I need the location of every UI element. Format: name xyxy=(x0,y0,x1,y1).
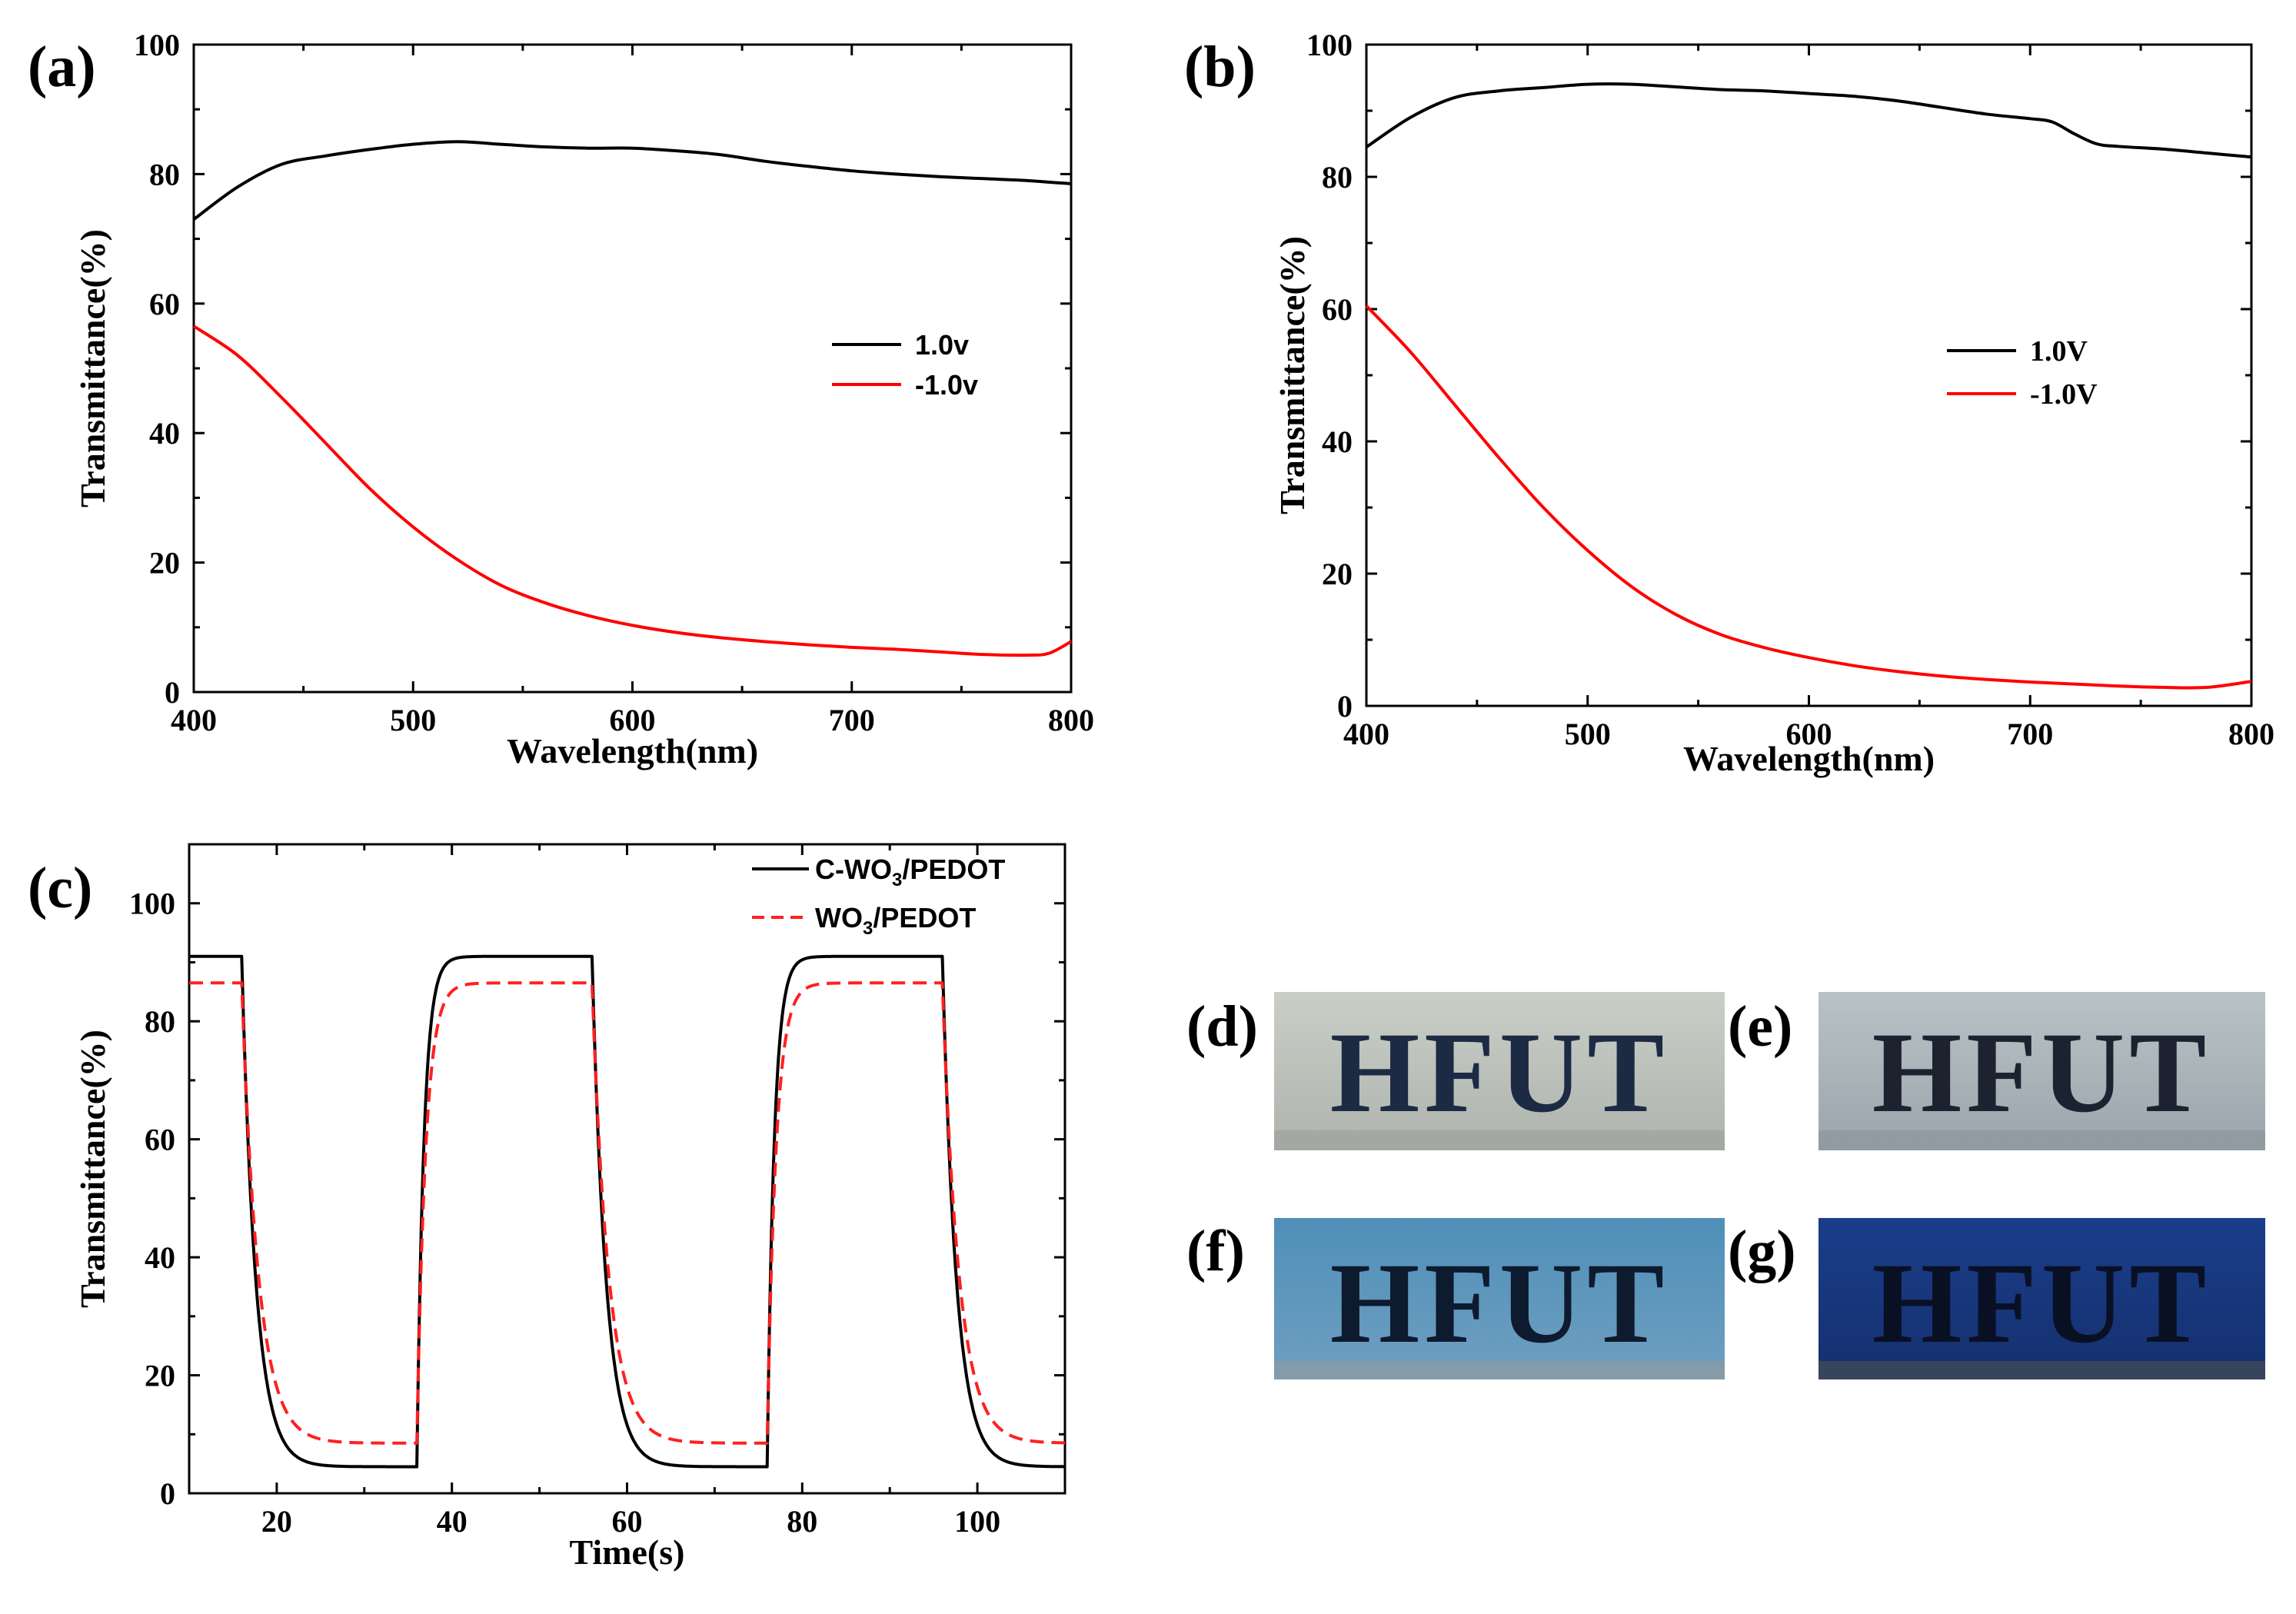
y-tick-label: 80 xyxy=(149,157,180,191)
series-line-1 xyxy=(188,981,1066,1445)
y-tick-label: 100 xyxy=(134,28,180,62)
y-tick-label: 80 xyxy=(1322,160,1353,195)
series-line-0 xyxy=(1365,82,2252,159)
y-tick-label: 0 xyxy=(160,1476,175,1511)
y-axis-label: Transmittance(%) xyxy=(73,1030,112,1308)
photo-e-text: HFUT xyxy=(1872,1009,2211,1136)
x-axis-label: Wavelength(nm) xyxy=(507,731,758,770)
legend-label-0: C-WO3/PEDOT xyxy=(815,854,1005,890)
x-tick-label: 600 xyxy=(610,703,656,737)
photo-d: HFUT xyxy=(1274,992,1725,1150)
legend-label-1: WO3/PEDOT xyxy=(815,902,976,939)
y-tick-label: 40 xyxy=(145,1240,175,1275)
x-tick-label: 60 xyxy=(612,1504,643,1539)
y-tick-label: 0 xyxy=(165,675,180,710)
x-axis-label: Wavelength(nm) xyxy=(1683,739,1935,778)
photo-f: HFUT xyxy=(1274,1218,1725,1379)
photo-e: HFUT xyxy=(1818,992,2265,1150)
panel-label-e: (e) xyxy=(1728,994,1792,1059)
panel-label-b: (b) xyxy=(1184,35,1256,99)
x-tick-label: 100 xyxy=(954,1504,1000,1539)
series-line-0 xyxy=(192,140,1072,221)
x-tick-label: 400 xyxy=(1343,717,1389,751)
x-tick-label: 20 xyxy=(261,1504,292,1539)
series-line-1 xyxy=(192,324,1072,657)
series-line-1 xyxy=(1365,304,2252,690)
panel-label-d: (d) xyxy=(1186,994,1258,1059)
x-tick-label: 600 xyxy=(1786,717,1832,751)
panel-label-g: (g) xyxy=(1728,1219,1796,1283)
chart-b: 400 500 600 700 800 0 20 40 60 80 100 Wavelength(nm… xyxy=(1273,28,2274,778)
panel-label-f: (f) xyxy=(1186,1219,1245,1283)
panel-label-c: (c) xyxy=(28,856,92,920)
y-tick-label: 20 xyxy=(145,1359,175,1393)
y-tick-label: 100 xyxy=(129,887,175,921)
y-tick-label: 40 xyxy=(149,416,180,451)
x-axis-label: Time(s) xyxy=(570,1532,685,1572)
x-tick-label: 80 xyxy=(787,1504,817,1539)
series-line-0 xyxy=(188,954,1066,1469)
x-tick-label: 40 xyxy=(437,1504,468,1539)
legend-label-0: 1.0V xyxy=(2030,335,2088,368)
y-tick-label: 60 xyxy=(149,287,180,321)
y-tick-label: 40 xyxy=(1322,424,1353,459)
y-tick-label: 100 xyxy=(1306,28,1353,62)
y-tick-label: 20 xyxy=(149,546,180,581)
x-tick-label: 800 xyxy=(2228,717,2274,751)
chart-c: 20 40 60 80 100 0 20 40 60 80 100 Time(s) Transmitta… xyxy=(73,843,1066,1572)
legend-label-1: -1.0V xyxy=(2030,378,2098,411)
x-tick-label: 700 xyxy=(829,703,875,737)
y-tick-label: 0 xyxy=(1337,689,1353,724)
y-axis-label: Transmittance(%) xyxy=(73,229,112,507)
photo-f-text: HFUT xyxy=(1330,1240,1669,1367)
x-tick-label: 400 xyxy=(171,703,217,737)
x-tick-label: 800 xyxy=(1048,703,1094,737)
panel-label-a: (a) xyxy=(28,35,96,99)
photo-g-text: HFUT xyxy=(1872,1240,2211,1367)
x-tick-label: 500 xyxy=(390,703,436,737)
y-tick-label: 60 xyxy=(1322,292,1353,327)
plot-frame xyxy=(188,843,1066,1495)
y-tick-label: 80 xyxy=(145,1004,175,1039)
legend-label-1: -1.0v xyxy=(915,369,978,401)
y-tick-label: 20 xyxy=(1322,557,1353,591)
x-tick-label: 700 xyxy=(2007,717,2053,751)
plot-frame xyxy=(192,43,1073,694)
y-tick-label: 60 xyxy=(145,1123,175,1157)
y-axis-label: Transmittance(%) xyxy=(1273,236,1312,514)
photo-g: HFUT xyxy=(1818,1218,2265,1379)
legend-label-0: 1.0v xyxy=(915,329,969,361)
photo-d-text: HFUT xyxy=(1330,1009,1669,1136)
x-tick-label: 500 xyxy=(1565,717,1611,751)
plot-frame xyxy=(1365,43,2253,707)
chart-a: 400 500 600 700 800 0 20 40 60 80 100 Wavelength(nm… xyxy=(73,28,1094,770)
